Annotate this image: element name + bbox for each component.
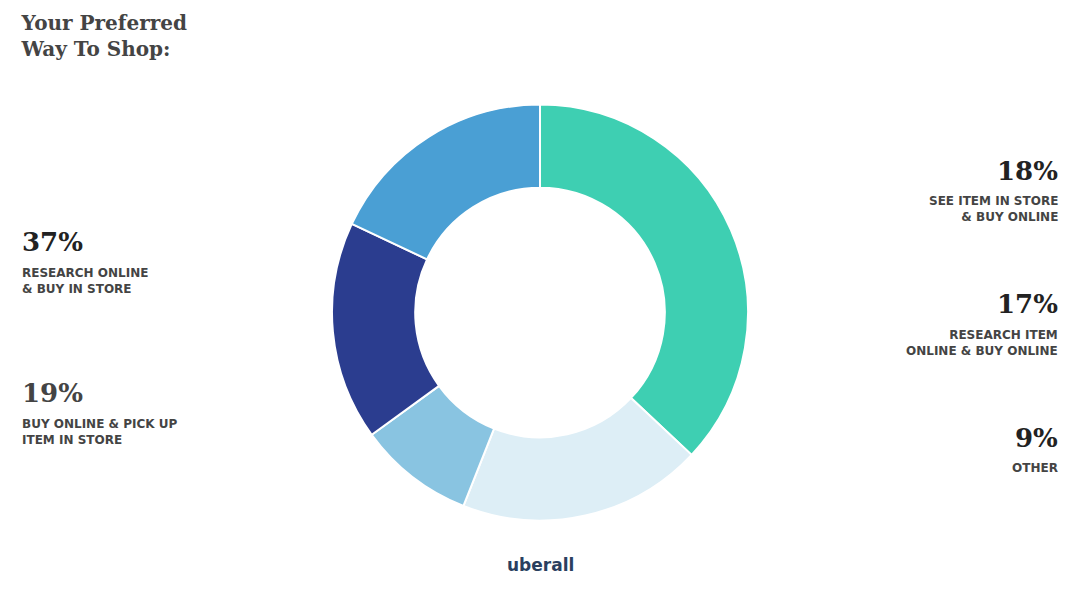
svg-text:uberall: uberall	[507, 555, 574, 575]
svg-text:37%: 37%	[22, 227, 83, 257]
svg-text:BUY ONLINE & PICK UPITEM IN ST: BUY ONLINE & PICK UPITEM IN STORE	[22, 417, 177, 447]
svg-text:9%: 9%	[1015, 423, 1058, 453]
svg-text:RESEARCH ONLINE& BUY IN STORE: RESEARCH ONLINE& BUY IN STORE	[22, 266, 148, 296]
svg-text:RESEARCH ITEMONLINE & BUY ONLI: RESEARCH ITEMONLINE & BUY ONLINE	[906, 328, 1058, 358]
svg-text:OTHER: OTHER	[1012, 461, 1058, 475]
svg-text:17%: 17%	[997, 289, 1058, 319]
svg-text:19%: 19%	[22, 378, 83, 408]
svg-text:SEE ITEM IN STORE& BUY ONLINE: SEE ITEM IN STORE& BUY ONLINE	[929, 194, 1058, 224]
svg-text:Your PreferredWay To Shop:: Your PreferredWay To Shop:	[21, 11, 187, 61]
svg-text:18%: 18%	[997, 156, 1058, 186]
